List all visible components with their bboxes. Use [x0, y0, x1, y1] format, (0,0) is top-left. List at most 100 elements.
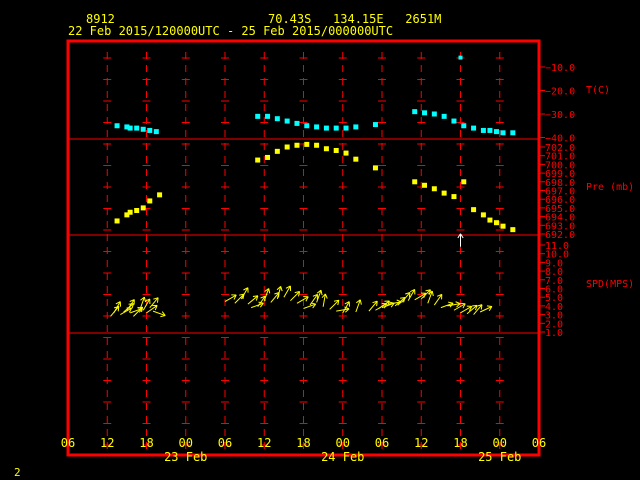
wind-arrow: [250, 301, 264, 309]
wind-arrow-head: [436, 293, 442, 297]
wind-arrow-shaft: [394, 297, 406, 307]
temperature-point: [265, 113, 271, 119]
wind-arrow: [126, 299, 135, 311]
wind-arrow-head: [276, 286, 282, 291]
y-tick-label: 697.0: [545, 187, 575, 198]
wind-arrow-head: [410, 288, 415, 293]
wind-arrow-head: [252, 295, 258, 297]
x-tick-label: 12: [257, 436, 271, 450]
wind-arrow: [303, 302, 317, 309]
pressure-point: [422, 182, 428, 188]
pressure-point: [284, 144, 290, 150]
y-tick-label: 8.0: [545, 267, 563, 278]
pressure-point: [487, 217, 493, 223]
wind-arrow: [290, 290, 301, 302]
wind-arrow-head: [337, 300, 340, 306]
y-tick-label: 7.0: [545, 276, 563, 287]
wind-arrow-head: [161, 311, 166, 316]
wind-arrow-head: [316, 289, 322, 294]
wind-arrow-head: [408, 292, 411, 298]
wind-arrow: [296, 296, 309, 304]
pressure-point: [480, 212, 486, 218]
panel-label-pressure: Pre (mb): [586, 182, 634, 193]
data-marks: [110, 55, 516, 318]
wind-arrow: [133, 306, 144, 317]
pressure-point: [114, 218, 120, 224]
pressure-point: [441, 190, 447, 196]
temperature-point: [422, 110, 428, 116]
pressure-point: [294, 142, 300, 148]
wind-arrow-head: [344, 308, 350, 313]
wind-arrow-shaft: [126, 299, 135, 311]
temperature-point: [471, 125, 477, 131]
x-tick-label: 06: [218, 436, 232, 450]
temperature-point: [255, 113, 261, 119]
x-axis-labels: 06 12 18 00 06 12 18 00 06 12 18 00 06 23 Feb 24 Feb 25…: [61, 436, 546, 464]
wind-arrow: [420, 289, 431, 300]
y-tick-label: 10.0: [545, 250, 569, 261]
temperature-point: [140, 126, 146, 132]
temperature-point: [333, 125, 339, 131]
pressure-point: [510, 227, 516, 233]
wind-arrow: [342, 301, 350, 314]
wind-arrow: [113, 301, 122, 314]
wind-arrow: [149, 297, 159, 308]
temperature-point: [114, 123, 120, 129]
wind-arrow: [401, 291, 411, 303]
wind-arrow: [466, 304, 478, 315]
wind-arrow-shaft: [460, 305, 473, 314]
pressure-point: [451, 194, 457, 200]
wind-arrow: [407, 288, 416, 301]
wind-arrow-head: [274, 291, 280, 295]
wind-arrow: [336, 306, 350, 313]
wind-arrow-head: [260, 295, 266, 299]
y-tick-label: 4.0: [545, 302, 563, 313]
wind-arrow: [321, 293, 328, 307]
pressure-point: [127, 209, 133, 215]
wind-arrow: [247, 295, 259, 305]
wind-arrow-head: [460, 233, 464, 239]
pressure-point: [323, 146, 329, 152]
wind-arrow: [394, 297, 406, 307]
wind-arrow-shaft: [433, 294, 443, 306]
temperature-point: [372, 122, 378, 128]
wind-arrow-head: [259, 302, 264, 308]
x-day-label: 25 Feb: [478, 450, 521, 464]
wind-arrow-head: [131, 303, 135, 309]
x-tick-label: 00: [179, 436, 193, 450]
wind-arrow-shaft: [407, 289, 416, 301]
wind-arrow-shaft: [149, 297, 159, 308]
pressure-point: [500, 223, 506, 229]
wind-arrow-head: [268, 288, 271, 294]
wind-arrow-head: [324, 293, 328, 299]
wind-arrow-head: [280, 286, 283, 292]
station-location: 70.43S 134.15E 2651M: [268, 12, 442, 26]
wind-arrow-shaft: [368, 300, 378, 312]
wind-arrow-head: [471, 304, 478, 307]
x-tick-label: 18: [453, 436, 467, 450]
temperature-point: [153, 129, 159, 135]
wind-arrow: [460, 305, 473, 314]
wind-arrow-head: [156, 297, 159, 303]
y-tick-label: 698.0: [545, 178, 575, 189]
wind-arrow-shaft: [427, 290, 433, 304]
y-tick-label: 699.0: [545, 169, 575, 180]
temperature-outlier-point: [458, 55, 463, 60]
wind-arrow-head: [455, 301, 461, 305]
pressure-point: [274, 148, 280, 154]
wind-arrow-shaft: [309, 294, 318, 306]
wind-arrow-head: [113, 305, 120, 309]
wind-arrow-head: [386, 300, 390, 306]
wind-arrow-shaft: [152, 310, 166, 317]
wind-arrow-head: [312, 293, 318, 297]
wind-arrow: [473, 304, 483, 315]
wind-arrow-shaft: [447, 303, 461, 307]
wind-arrow-shaft: [257, 295, 266, 308]
wind-arrow-shaft: [133, 306, 143, 317]
plot-frame: [66, 39, 541, 457]
wind-arrow-shaft: [322, 293, 326, 307]
wind-arrow-head: [344, 301, 350, 305]
wind-arrow-head: [153, 297, 159, 300]
wind-arrow: [316, 289, 323, 303]
wind-arrow-shaft: [336, 308, 350, 312]
